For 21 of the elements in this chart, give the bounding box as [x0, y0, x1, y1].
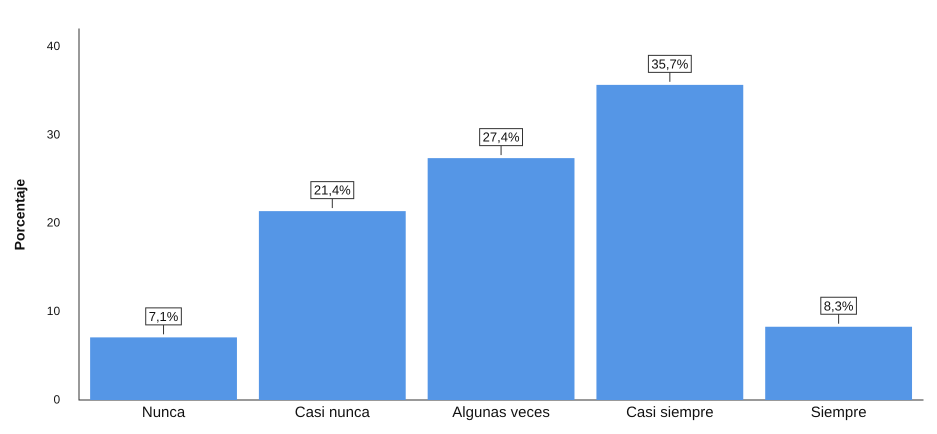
x-tick-label: Algunas veces [452, 404, 550, 422]
y-tick-label: 40 [46, 39, 60, 54]
y-tick-label: 0 [53, 392, 60, 406]
bar [596, 84, 744, 400]
y-axis-title: Porcentaje [11, 178, 28, 250]
bar [428, 158, 574, 400]
y-tick-label: 10 [46, 304, 60, 318]
data-label: 35,7% [651, 56, 689, 72]
data-label: 8,3% [824, 298, 854, 314]
x-tick-label: Casi nunca [294, 404, 370, 422]
bar [90, 337, 237, 400]
data-label: 21,4% [314, 182, 352, 198]
bar [765, 326, 912, 400]
data-label: 7,1% [148, 308, 179, 324]
y-tick-label: 30 [46, 127, 60, 142]
x-tick-label: Nunca [142, 404, 186, 422]
x-tick-label: Casi siempre [626, 404, 714, 422]
x-tick-label: Siempre [810, 404, 867, 422]
y-tick-label: 20 [46, 216, 60, 230]
data-label: 27,4% [482, 130, 520, 145]
bar [258, 211, 406, 400]
